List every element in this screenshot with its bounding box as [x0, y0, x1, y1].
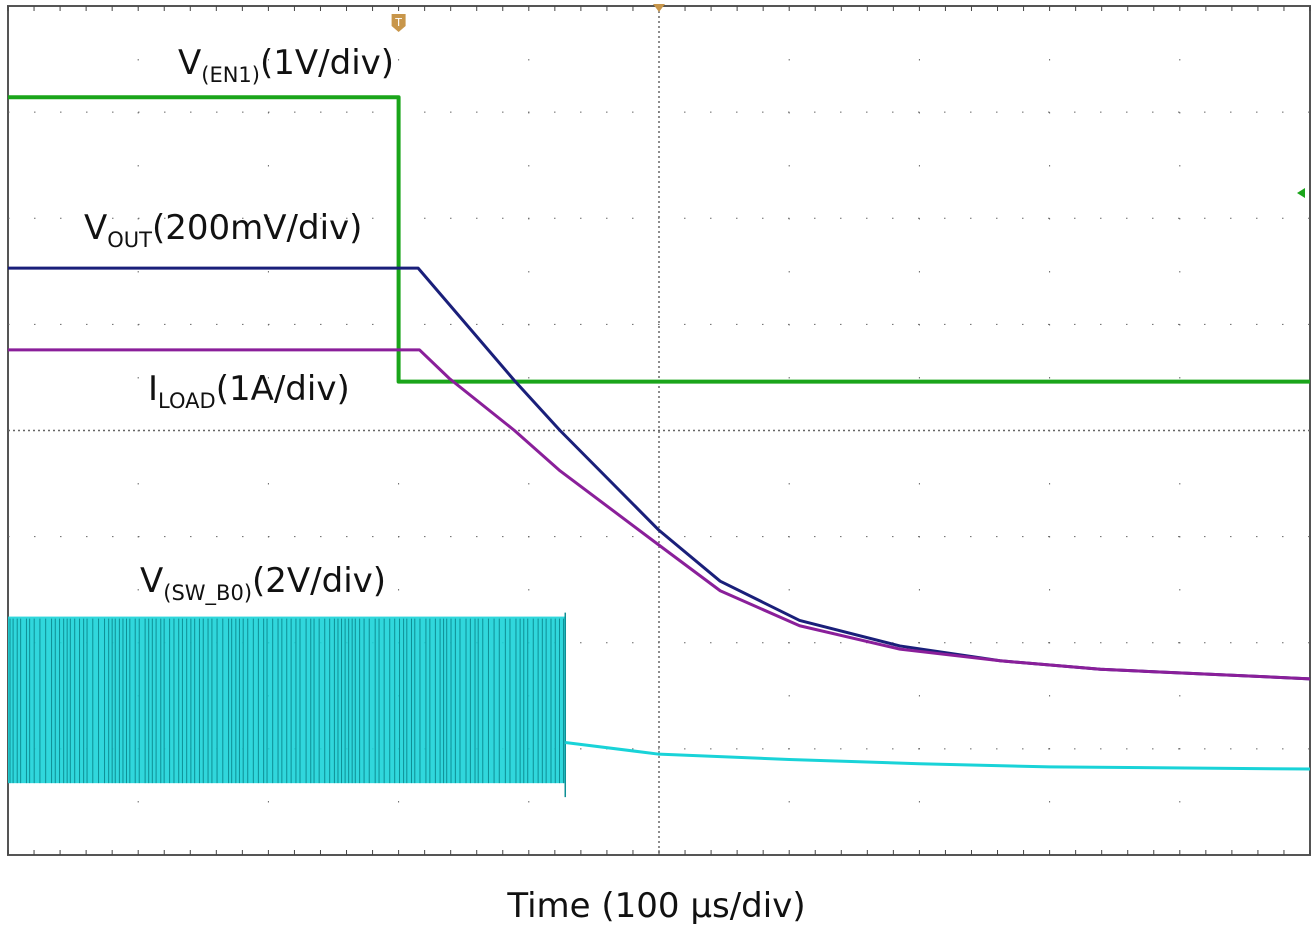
trace-iload	[8, 348, 1311, 681]
channel-level-arrow-icon	[1297, 188, 1305, 198]
label-en1: V(EN1)(1V/div)	[178, 43, 395, 87]
label-iload: ILOAD(1A/div)	[148, 369, 350, 413]
x-axis-label: Time (100 µs/div)	[507, 886, 806, 926]
center-marker-icon	[653, 4, 665, 12]
label-sw: V(SW_B0)(2V/div)	[140, 561, 387, 605]
trigger-marker-label: T	[394, 16, 402, 29]
oscilloscope-plot: T	[7, 4, 1311, 856]
trace-en1	[8, 95, 1310, 384]
trace-sw	[565, 741, 1311, 771]
label-vout: VOUT(200mV/div)	[84, 208, 363, 252]
trigger-marker-icon	[391, 14, 406, 32]
